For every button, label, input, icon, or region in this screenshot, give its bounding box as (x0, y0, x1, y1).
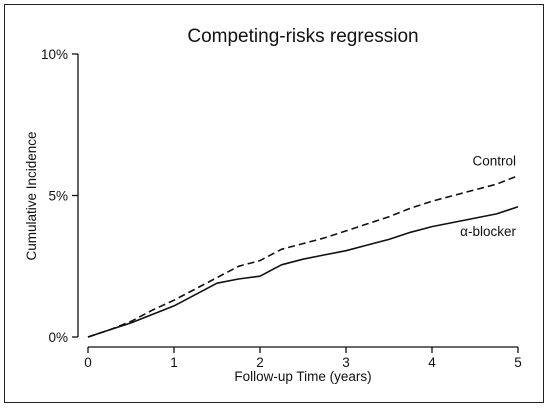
series-label-control: Control (472, 154, 516, 169)
x-axis-label: Follow-up Time (years) (234, 369, 371, 384)
chart-title: Competing-risks regression (187, 26, 418, 47)
x-tick-label: 4 (428, 355, 436, 370)
series-line-blocker (87, 206, 519, 338)
x-tick-label: 5 (514, 355, 522, 370)
x-tick-label: 1 (170, 355, 178, 370)
series-line-control (87, 174, 519, 338)
x-tick-label: 2 (256, 355, 264, 370)
x-tick-label: 3 (342, 355, 350, 370)
y-tick-label: 0% (48, 330, 68, 345)
series-label-blocker: α-blocker (460, 224, 516, 239)
chart-frame (4, 4, 544, 403)
y-tick-label: 10% (41, 47, 68, 62)
y-axis-label: Cumulative Incidence (24, 131, 39, 260)
y-tick-label: 5% (48, 189, 68, 204)
x-tick-label: 0 (84, 355, 92, 370)
